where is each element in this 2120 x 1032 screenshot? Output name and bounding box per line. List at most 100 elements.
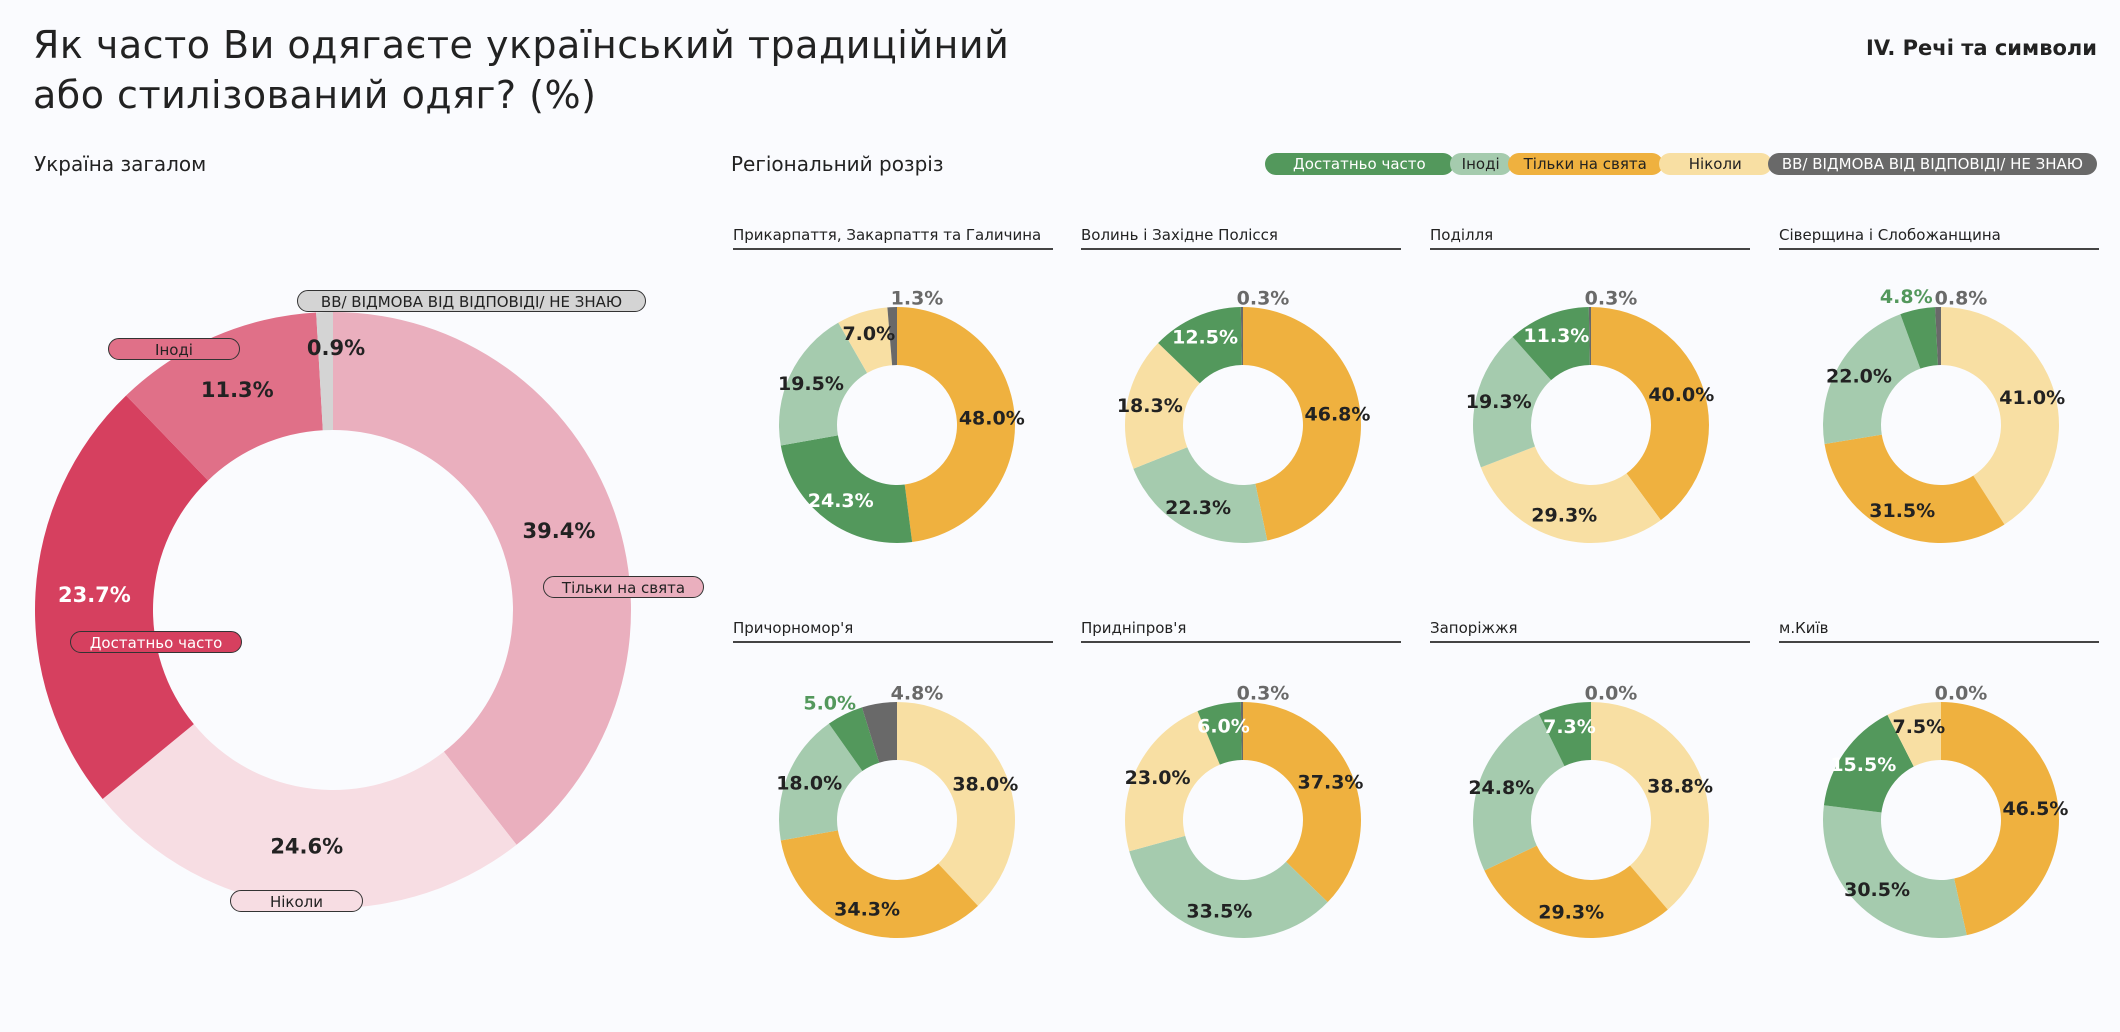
donut-slice-never [1124, 711, 1220, 852]
donut-slice-never [838, 307, 893, 373]
slice-value-label: 23.0% [1125, 767, 1191, 789]
regional-donut [1124, 702, 1362, 938]
slice-value-label: 33.5% [1186, 901, 1252, 923]
slice-value-label: 19.5% [778, 373, 844, 395]
donut-slice-never [1941, 307, 2059, 525]
legend-item-sometimes: Іноді [1449, 153, 1512, 175]
slice-value-label: 7.3% [1543, 716, 1596, 738]
donut-slice-holidays [780, 830, 978, 939]
donut-slice-often [35, 395, 209, 800]
regional-donut [1822, 702, 2060, 938]
title-line-1: Як часто Ви одягаєте український традиці… [33, 23, 1010, 67]
slice-value-label: 41.0% [1999, 387, 2065, 409]
donut-slice-sometimes [778, 322, 868, 446]
slice-value-label: 24.3% [808, 490, 874, 512]
slice-value-label: 29.3% [1538, 901, 1604, 923]
slice-value-label: 0.3% [1237, 288, 1290, 310]
regional-donut [1125, 307, 1361, 544]
regional-donut [779, 702, 1016, 939]
slice-value-label: 6.0% [1197, 716, 1250, 738]
donut-slice-sometimes [1129, 835, 1328, 938]
donut-slice-holidays [1243, 702, 1362, 903]
national-donut [35, 312, 631, 908]
donut-slice-holidays [897, 307, 1015, 543]
donut-slice-never [102, 724, 517, 908]
donut-slice-na [316, 312, 333, 431]
slice-value-label: 0.9% [307, 336, 365, 360]
legend-item-never: Ніколи [1658, 153, 1772, 175]
pill-sometimes: Іноді [108, 338, 240, 360]
section-tag: IV. Речі та символи [1866, 36, 2097, 60]
regional-donut [778, 307, 1015, 543]
slice-value-label: 1.3% [891, 288, 944, 310]
slice-value-label: 40.0% [1648, 384, 1714, 406]
regional-donut [1473, 307, 1709, 543]
pill-na: ВВ/ ВІДМОВА ВІД ВІДПОВІДІ/ НЕ ЗНАЮ [297, 290, 646, 312]
slice-value-label: 0.3% [1585, 288, 1638, 310]
slice-value-label: 7.5% [1892, 716, 1945, 738]
slice-value-label: 0.8% [1935, 288, 1988, 310]
region-title: Волинь і Західне Полісся [1081, 226, 1401, 250]
pill-often: Достатньо часто [70, 631, 242, 653]
donut-slice-holidays [1824, 434, 2005, 544]
regional-donut [1823, 307, 2059, 544]
slice-value-label: 39.4% [523, 519, 596, 543]
donut-slice-sometimes [1473, 714, 1565, 871]
slice-value-label: 48.0% [959, 407, 1025, 429]
pill-holidays: Тільки на свята [543, 576, 704, 598]
donut-slice-na [1588, 307, 1591, 366]
region-title: Поділля [1430, 226, 1750, 250]
slice-value-label: 31.5% [1869, 500, 1935, 522]
slice-value-label: 46.8% [1305, 404, 1371, 426]
donut-slice-sometimes [1133, 447, 1268, 544]
donut-slice-often [1512, 307, 1590, 381]
legend-item-holidays: Тільки на свята [1507, 153, 1663, 175]
donut-slice-often [1538, 702, 1591, 767]
slice-value-label: 12.5% [1172, 326, 1238, 348]
slice-value-label: 0.0% [1935, 683, 1988, 705]
donut-slice-sometimes [126, 312, 323, 481]
slice-value-label: 7.0% [842, 323, 895, 345]
donut-slice-holidays [1591, 307, 1709, 521]
donut-slice-never [897, 702, 1016, 906]
slice-value-label: 34.3% [834, 899, 900, 921]
region-title: м.Київ [1779, 619, 2099, 643]
region-title: Прикарпаття, Закарпаття та Галичина [733, 226, 1053, 250]
slice-value-label: 30.5% [1844, 879, 1910, 901]
slice-value-label: 0.0% [1585, 683, 1638, 705]
page-title: Як часто Ви одягаєте український традиці… [33, 20, 1073, 120]
slice-value-label: 18.0% [776, 772, 842, 794]
donut-slice-holidays [1941, 702, 2060, 936]
donut-slice-holidays [1484, 845, 1668, 938]
slice-value-label: 24.8% [1468, 777, 1534, 799]
donut-slice-often [1900, 307, 1938, 369]
donut-slice-na [861, 702, 897, 763]
donut-slice-never [1591, 702, 1709, 910]
donut-slice-often [828, 707, 880, 771]
donut-slice-often [1823, 714, 1914, 813]
donut-slice-often [1197, 702, 1242, 765]
regional-subtitle: Регіональний розріз [731, 152, 944, 176]
slice-value-label: 19.3% [1466, 391, 1532, 413]
donut-slice-holidays [333, 312, 631, 845]
region-title: Запоріжжя [1430, 619, 1750, 643]
legend: Достатньо часто Іноді Тільки на свята Ні… [1265, 153, 2097, 175]
regional-donut [1473, 702, 1709, 938]
donut-slice-often [780, 435, 913, 543]
donut-slice-never [1887, 702, 1941, 767]
region-title: Причорномор'я [733, 619, 1053, 643]
slice-value-label: 15.5% [1830, 754, 1896, 776]
slice-value-label: 0.3% [1237, 683, 1290, 705]
slice-value-label: 37.3% [1298, 771, 1364, 793]
slice-value-label: 4.8% [1880, 286, 1933, 308]
donut-slice-na [1240, 702, 1243, 761]
donut-slice-na [1240, 307, 1243, 366]
donut-slice-na [1935, 307, 1941, 366]
slice-value-label: 46.5% [2002, 798, 2068, 820]
donut-slice-never [1480, 446, 1661, 543]
slice-value-label: 22.3% [1165, 497, 1231, 519]
legend-item-often: Достатньо часто [1265, 153, 1454, 175]
donut-slice-never [1125, 343, 1200, 469]
donut-slice-sometimes [1473, 336, 1552, 468]
